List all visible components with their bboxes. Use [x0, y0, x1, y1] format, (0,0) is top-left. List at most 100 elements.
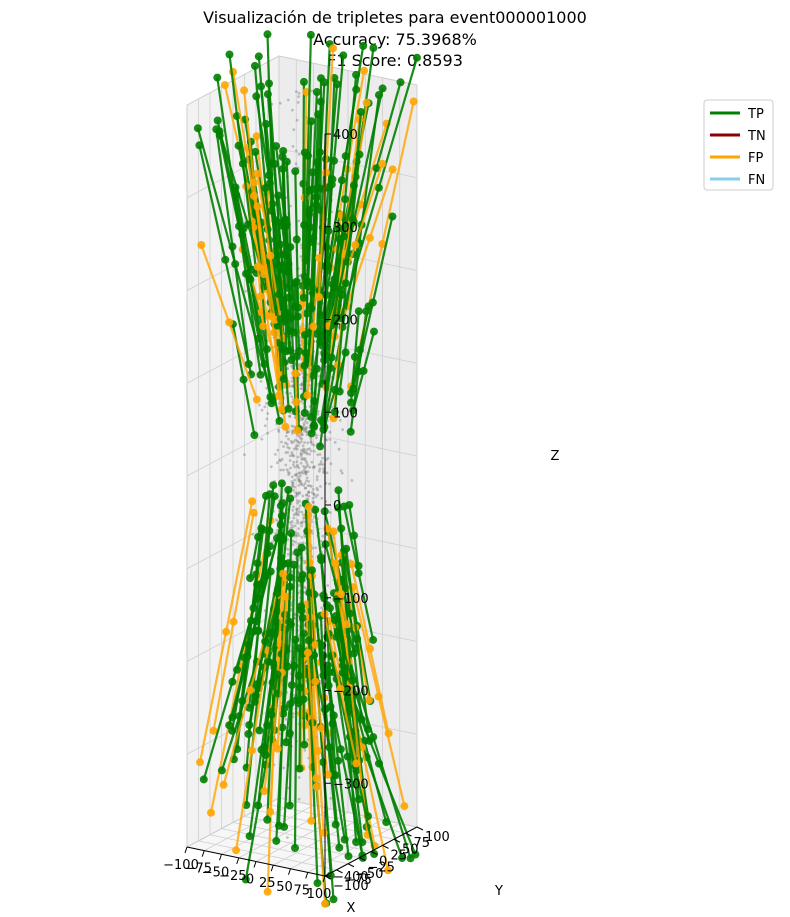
- track-point-tp: [300, 740, 309, 749]
- y-tick-label: 50: [402, 842, 419, 857]
- hit-point: [286, 836, 289, 839]
- y-tick-mark: [359, 857, 366, 862]
- track-point-fp: [248, 497, 257, 506]
- hit-point: [318, 453, 322, 456]
- track-point-tp: [335, 224, 344, 233]
- track-point-tp: [286, 494, 295, 503]
- z-tick-label: 0: [333, 499, 341, 514]
- track-point-tp: [309, 421, 318, 430]
- track-point-fp: [266, 251, 275, 260]
- hit-point: [292, 463, 295, 467]
- y-tick-label: −75: [345, 873, 372, 888]
- hit-point: [292, 454, 296, 458]
- track-point-fp: [282, 592, 291, 601]
- track-point-tp: [221, 255, 230, 264]
- track-point-tp: [287, 681, 296, 690]
- track-point-tp: [217, 766, 226, 775]
- hit-point: [311, 465, 315, 469]
- hit-point: [298, 492, 302, 495]
- track-point-fp: [342, 620, 351, 629]
- track-point-tp: [279, 709, 288, 718]
- hit-point: [290, 380, 294, 383]
- hit-point: [333, 441, 337, 444]
- track-point-tp: [250, 431, 259, 440]
- hit-point: [288, 454, 292, 458]
- hit-point: [300, 437, 304, 441]
- track-point-fp: [329, 527, 338, 536]
- track-point-tp: [318, 641, 327, 650]
- hit-point: [310, 442, 314, 446]
- track-point-fp: [336, 589, 345, 598]
- hit-point: [316, 493, 319, 497]
- track-point-tp: [238, 159, 247, 168]
- hit-point: [337, 447, 341, 451]
- hit-point: [291, 525, 294, 529]
- hit-point: [297, 634, 301, 637]
- hit-point: [305, 426, 308, 429]
- track-point-fp: [266, 807, 275, 816]
- hit-point: [319, 462, 323, 466]
- track-point-tp: [388, 212, 397, 221]
- hit-point: [285, 442, 289, 446]
- track-point-tp: [316, 97, 325, 106]
- hit-point: [288, 414, 292, 418]
- track-point-tp: [330, 407, 339, 416]
- hit-point: [321, 534, 325, 538]
- hit-point: [277, 430, 281, 433]
- hit-point: [297, 484, 301, 487]
- hit-point: [311, 500, 315, 504]
- hit-point: [312, 501, 315, 504]
- track-point-tp: [264, 171, 273, 180]
- legend-label-fp: FP: [748, 151, 763, 166]
- hit-point: [284, 717, 288, 721]
- track-point-tp: [277, 479, 286, 488]
- hit-point: [299, 387, 303, 390]
- hit-point: [296, 532, 300, 535]
- track-point-tp: [295, 347, 304, 356]
- hit-point: [292, 447, 296, 451]
- hit-point: [290, 364, 293, 368]
- y-tick-label: 100: [425, 830, 450, 845]
- hit-point: [310, 460, 314, 464]
- hit-point: [310, 89, 314, 93]
- hit-point: [296, 101, 300, 104]
- hit-point: [288, 459, 292, 462]
- hit-point: [322, 469, 326, 473]
- track-point-fp: [366, 644, 374, 653]
- track-point-tp: [372, 164, 381, 173]
- hit-point: [300, 417, 304, 421]
- hit-point: [328, 430, 332, 434]
- hit-point: [312, 449, 316, 453]
- hit-point: [294, 446, 297, 450]
- track-point-tp: [329, 895, 338, 904]
- hit-point: [305, 476, 309, 480]
- hit-point: [301, 433, 304, 437]
- track-point-tp: [341, 279, 350, 288]
- track-point-tp: [246, 574, 255, 583]
- y-axis-label: Y: [494, 884, 503, 899]
- track-point-fp: [388, 165, 397, 174]
- hit-point: [302, 484, 305, 487]
- track-point-tp: [343, 752, 352, 761]
- hit-point: [291, 108, 294, 112]
- hit-point: [340, 411, 344, 414]
- track-point-tp: [240, 653, 249, 662]
- track-point-tp: [343, 695, 352, 704]
- hit-point: [279, 468, 283, 472]
- hit-point: [286, 366, 289, 370]
- track-point-fp: [225, 318, 234, 327]
- track-point-tp: [277, 650, 286, 659]
- hit-point: [295, 118, 299, 122]
- hit-point: [309, 518, 313, 521]
- hit-point: [308, 447, 311, 451]
- track-point-tp: [320, 594, 329, 603]
- hit-point: [297, 542, 300, 546]
- hit-point: [265, 417, 269, 421]
- hit-point: [312, 493, 316, 496]
- hit-point: [282, 766, 286, 770]
- x-tick-label: −75: [185, 862, 212, 877]
- track-point-tp: [251, 147, 260, 156]
- hit-point: [300, 448, 303, 452]
- track-point-fp: [321, 899, 329, 908]
- track-point-fp: [196, 758, 204, 767]
